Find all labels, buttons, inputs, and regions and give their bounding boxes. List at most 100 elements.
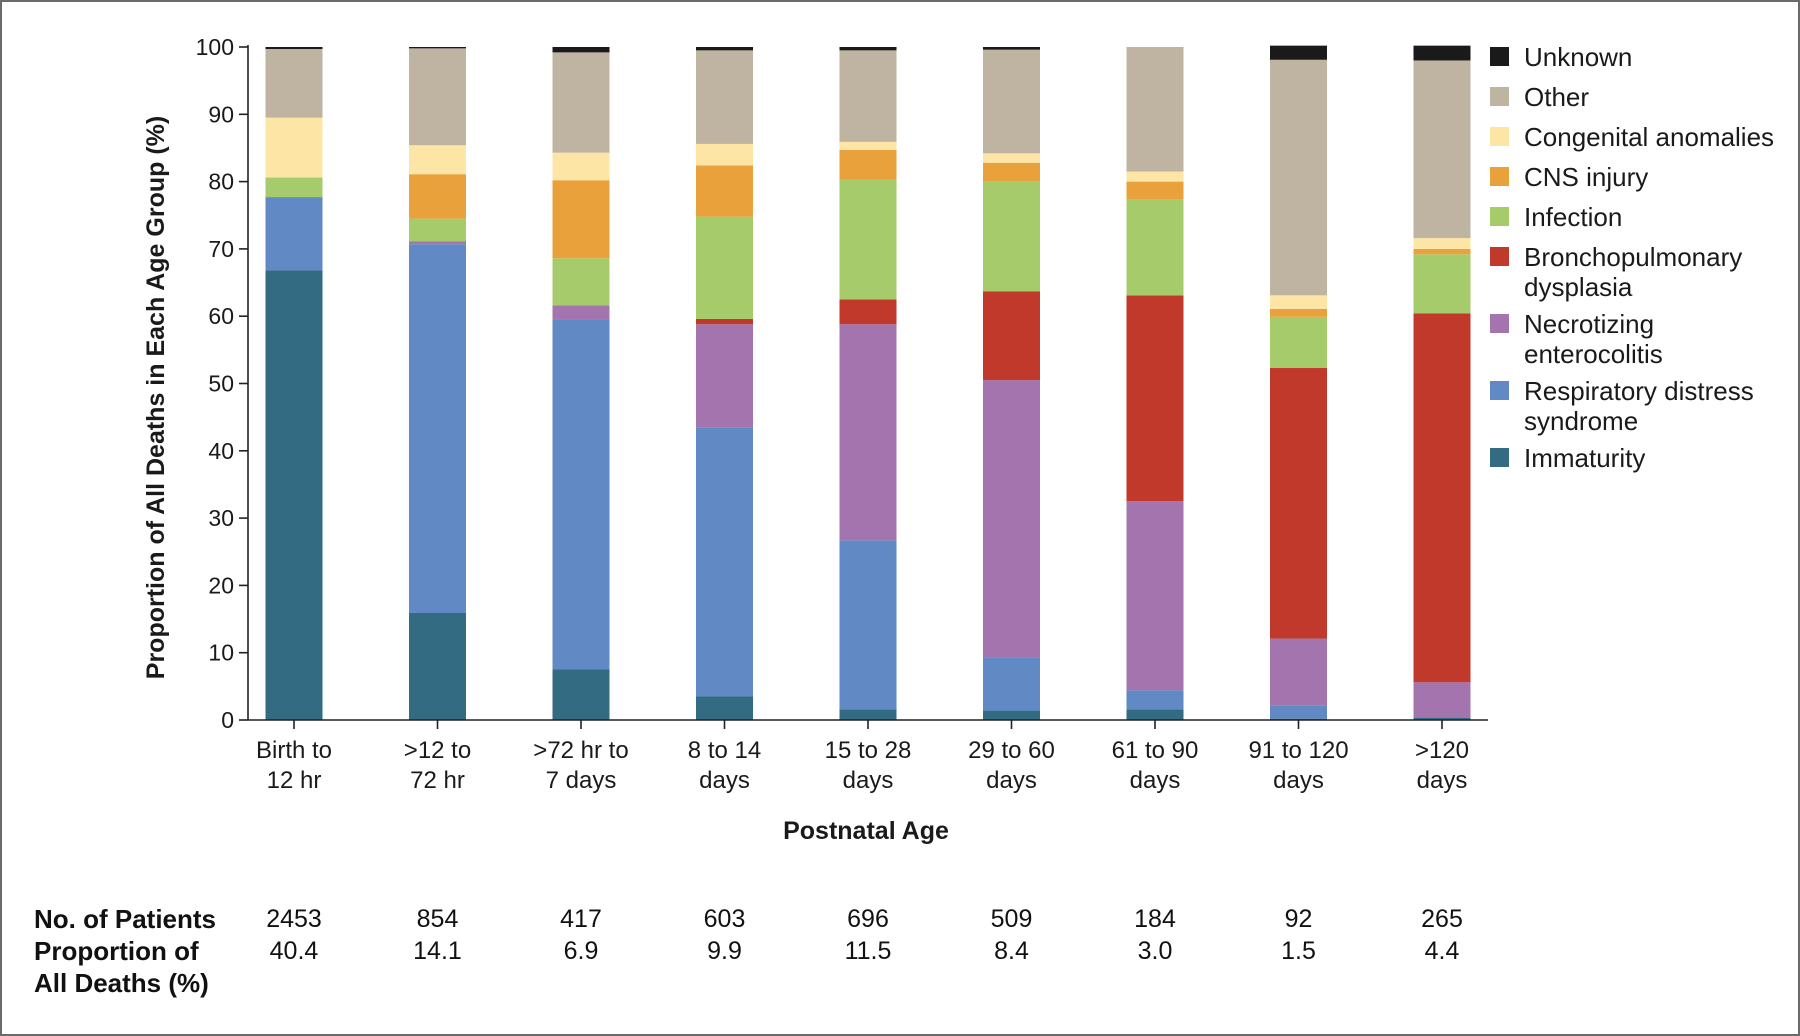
- bar-segment-other-0: [265, 49, 323, 118]
- bar-segment-immaturity-6: [1126, 709, 1184, 720]
- x-tick-label: >12 to 72 hr: [404, 737, 471, 794]
- bar-segment-respiratory-distress-0: [265, 197, 323, 271]
- bar-segment-immaturity-0: [265, 270, 323, 720]
- bar-segment-respiratory-distress-4: [839, 540, 897, 710]
- bar-segment-congenital-anomalies-6: [1126, 171, 1184, 182]
- legend-swatch: [1490, 448, 1509, 467]
- x-tick-label: 61 to 90 days: [1112, 737, 1199, 794]
- x-tick-label: Birth to 12 hr: [256, 737, 332, 794]
- bar-segment-necrotizing-4: [839, 324, 897, 541]
- bar-segment-immaturity-3: [696, 696, 753, 720]
- legend-item-cns-injury: CNS injury: [1490, 162, 1784, 192]
- legend-item-necrotizing: Necrotizing enterocolitis: [1490, 309, 1784, 369]
- y-tick-label: 10: [208, 640, 234, 666]
- bar-segment-unknown-3: [696, 47, 753, 51]
- y-tick-label: 40: [208, 438, 234, 464]
- bar-segment-necrotizing-1: [409, 241, 466, 245]
- x-tick-label: 29 to 60 days: [968, 737, 1055, 794]
- legend-label: Bronchopulmonary dysplasia: [1524, 242, 1743, 302]
- table-cell-patients: 696: [847, 905, 889, 933]
- y-tick-label: 20: [208, 572, 234, 598]
- legend-swatch: [1490, 167, 1509, 186]
- x-tick-label: 91 to 120 days: [1248, 737, 1348, 794]
- table-cell-proportion: 6.9: [563, 937, 599, 965]
- x-tick-label: 15 to 28 days: [825, 737, 912, 794]
- table-cell-proportion: 14.1: [413, 937, 462, 965]
- y-tick-label: 30: [208, 505, 234, 531]
- bar-segment-necrotizing-2: [552, 305, 610, 320]
- y-tick-label: 80: [208, 169, 234, 195]
- bar-segment-bronchopulmonary-3: [696, 318, 753, 325]
- legend-swatch: [1490, 247, 1509, 266]
- x-tick-label: >72 hr to 7 days: [533, 737, 628, 794]
- legend-item-immaturity: Immaturity: [1490, 443, 1784, 473]
- table-cell-patients: 603: [703, 905, 746, 933]
- table-cell-proportion: 4.4: [1424, 937, 1460, 965]
- bar-segment-infection-4: [839, 179, 897, 300]
- x-axis-title: Postnatal Age: [783, 817, 949, 845]
- legend-item-infection: Infection: [1490, 202, 1784, 232]
- bar-segment-unknown-0: [265, 47, 323, 50]
- bar-segment-unknown-4: [839, 47, 897, 51]
- bar-segment-congenital-anomalies-7: [1270, 295, 1327, 309]
- table-cell-proportion: 8.4: [994, 937, 1029, 965]
- bar-segment-cns-injury-8: [1413, 248, 1471, 255]
- table-cell-proportion: 11.5: [844, 937, 892, 965]
- bar-segment-infection-5: [983, 181, 1040, 292]
- y-tick-label: 70: [208, 236, 234, 262]
- bar-segment-immaturity-1: [409, 612, 466, 720]
- y-tick-label: 60: [208, 303, 234, 329]
- legend-label: Congenital anomalies: [1524, 122, 1775, 152]
- bar-segment-cns-injury-6: [1126, 181, 1184, 200]
- bar-segment-other-3: [696, 50, 753, 144]
- y-tick-label: 0: [221, 707, 234, 733]
- bar-segment-unknown-1: [409, 47, 466, 49]
- table-cell-patients: 92: [1284, 905, 1313, 933]
- bar-segment-infection-8: [1413, 254, 1471, 314]
- table-cell-proportion: 1.5: [1281, 937, 1316, 965]
- y-tick-label: 50: [208, 371, 234, 397]
- legend-item-bronchopulmonary: Bronchopulmonary dysplasia: [1490, 242, 1784, 302]
- table-row-label-patients: No. of Patients: [34, 904, 217, 934]
- legend-swatch: [1490, 314, 1509, 333]
- bar-segment-infection-1: [409, 218, 466, 242]
- legend-item-other: Other: [1490, 82, 1784, 112]
- bar-segment-bronchopulmonary-7: [1270, 368, 1327, 639]
- x-tick-label: >120 days: [1415, 737, 1469, 794]
- legend-swatch: [1490, 87, 1509, 106]
- bar-segment-cns-injury-5: [983, 162, 1040, 182]
- bar-segment-cns-injury-3: [696, 165, 753, 217]
- bar-segment-other-7: [1270, 59, 1327, 296]
- bar-segment-respiratory-distress-1: [409, 244, 466, 613]
- bar-segment-necrotizing-7: [1270, 638, 1327, 706]
- legend-label: Unknown: [1524, 42, 1633, 72]
- bar-segment-immaturity-5: [983, 710, 1040, 720]
- bar-segment-necrotizing-5: [983, 380, 1040, 658]
- bar-segment-cns-injury-1: [409, 174, 466, 219]
- bar-segment-respiratory-distress-6: [1126, 690, 1184, 710]
- y-axis-title: Proportion of All Deaths in Each Age Gro…: [142, 116, 170, 679]
- bar-segment-unknown-5: [983, 47, 1040, 50]
- bar-segment-immaturity-8: [1413, 717, 1471, 720]
- table-cell-patients: 2453: [266, 905, 322, 933]
- table-cell-patients: 184: [1134, 905, 1176, 933]
- bar-segment-other-4: [839, 50, 897, 142]
- legend-label: Infection: [1524, 202, 1623, 232]
- bar-segment-congenital-anomalies-2: [552, 152, 610, 181]
- legend-label: Immaturity: [1524, 443, 1646, 473]
- bar-segment-infection-7: [1270, 316, 1327, 369]
- table-cell-patients: 509: [990, 905, 1033, 933]
- bar-segment-immaturity-2: [552, 669, 610, 720]
- legend-label: Other: [1524, 82, 1590, 112]
- bar-segment-other-5: [983, 49, 1040, 154]
- bar-segment-bronchopulmonary-8: [1413, 313, 1471, 683]
- legend-swatch: [1490, 47, 1509, 66]
- bar-segment-cns-injury-4: [839, 149, 897, 180]
- table-cell-proportion: 40.4: [269, 937, 319, 965]
- legend-label: Respiratory distress syndrome: [1524, 376, 1754, 436]
- legend-label: CNS injury: [1524, 162, 1649, 192]
- bar-segment-necrotizing-8: [1413, 682, 1471, 718]
- bar-segment-infection-6: [1126, 199, 1184, 296]
